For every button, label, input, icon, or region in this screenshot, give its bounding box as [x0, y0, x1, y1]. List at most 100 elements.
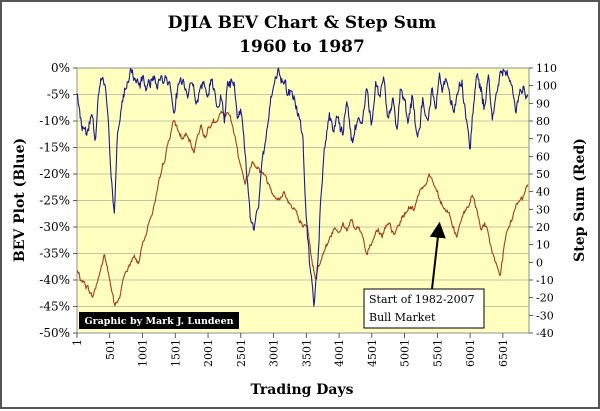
data-point [252, 159, 253, 160]
data-point [82, 126, 83, 127]
data-point [346, 230, 347, 231]
y-right-tick-label: 70 [536, 133, 550, 146]
y-left-tick-label: -40% [39, 273, 70, 287]
data-point [166, 73, 167, 74]
data-point [504, 248, 505, 249]
y-left-tick-label: -25% [39, 194, 70, 208]
data-point [370, 244, 371, 245]
data-point [476, 209, 477, 210]
data-point [221, 112, 222, 113]
data-point [130, 262, 131, 263]
data-point [259, 200, 260, 201]
x-tick-label: 6001 [464, 339, 477, 367]
annotation-line-2: Bull Market [369, 311, 436, 324]
data-point [227, 89, 228, 90]
data-point [139, 83, 140, 84]
data-point [421, 188, 422, 189]
data-point [107, 271, 108, 272]
y-right-tick-label: 30 [536, 203, 550, 216]
data-point [333, 131, 334, 132]
data-point [350, 218, 351, 219]
data-point [417, 198, 418, 199]
data-point [515, 110, 516, 111]
data-point [314, 306, 315, 307]
data-point [500, 276, 501, 277]
annotation-arrow [429, 221, 446, 290]
y-right-tick-label: 100 [536, 80, 557, 93]
data-point [439, 78, 440, 79]
data-point [295, 209, 296, 210]
data-point [266, 131, 267, 132]
data-point [460, 223, 461, 224]
data-point [193, 94, 194, 95]
data-point [331, 235, 332, 236]
data-point [96, 283, 97, 284]
data-point [274, 78, 275, 79]
data-point [173, 121, 174, 122]
data-point [412, 94, 413, 95]
data-point [390, 227, 391, 228]
data-point [247, 174, 248, 175]
data-point [256, 165, 257, 166]
data-point [437, 191, 438, 192]
credit-label: Graphic by Mark J. Lundeen [79, 312, 239, 329]
data-point [197, 135, 198, 136]
x-tick-label: 5501 [431, 339, 444, 367]
data-point [425, 182, 426, 183]
data-point [433, 182, 434, 183]
data-point [114, 211, 115, 212]
x-tick-label: 2001 [202, 339, 215, 367]
data-point [496, 94, 497, 95]
data-point [432, 83, 433, 84]
data-point [488, 235, 489, 236]
data-point [379, 99, 380, 100]
data-point [208, 89, 209, 90]
data-point [217, 124, 218, 125]
data-point [240, 110, 241, 111]
y-left-tick-label: -15% [39, 141, 70, 155]
data-point [361, 131, 362, 132]
data-point [392, 94, 393, 95]
data-point [217, 105, 218, 106]
data-point [445, 209, 446, 210]
data-point [396, 131, 397, 132]
y-right-tick-label: 60 [536, 150, 550, 163]
data-point [270, 94, 271, 95]
data-point [523, 83, 524, 84]
credit-text: Graphic by Mark J. Lundeen [84, 316, 233, 327]
data-point [386, 227, 387, 228]
data-point [523, 195, 524, 196]
data-point [214, 89, 215, 90]
series-line [76, 110, 529, 307]
data-point [401, 218, 402, 219]
data-point [146, 230, 147, 231]
x-tick-label: 2501 [235, 339, 248, 367]
data-point [337, 115, 338, 116]
data-point [488, 73, 489, 74]
data-point [398, 227, 399, 228]
data-point [287, 200, 288, 201]
data-point [466, 121, 467, 122]
x-axis-label: Trading Days [250, 382, 353, 398]
data-point [468, 205, 469, 206]
data-point [480, 227, 481, 228]
data-point [484, 110, 485, 111]
data-point [527, 99, 528, 100]
data-point [442, 89, 443, 90]
data-point [173, 110, 174, 111]
y-right-tick-label: -30 [536, 309, 554, 322]
y-right-tick-label: 80 [536, 115, 550, 128]
data-point [108, 121, 109, 122]
data-point [310, 269, 311, 270]
x-tick-label: 501 [104, 339, 117, 360]
data-point [303, 142, 304, 143]
data-point [319, 262, 320, 263]
y-left-tick-label: -45% [39, 300, 70, 314]
data-point [228, 112, 229, 113]
data-point [253, 237, 254, 238]
data-point [237, 121, 238, 122]
data-point [480, 83, 481, 84]
y-left-tick-label: -35% [39, 247, 70, 261]
data-point [190, 83, 191, 84]
